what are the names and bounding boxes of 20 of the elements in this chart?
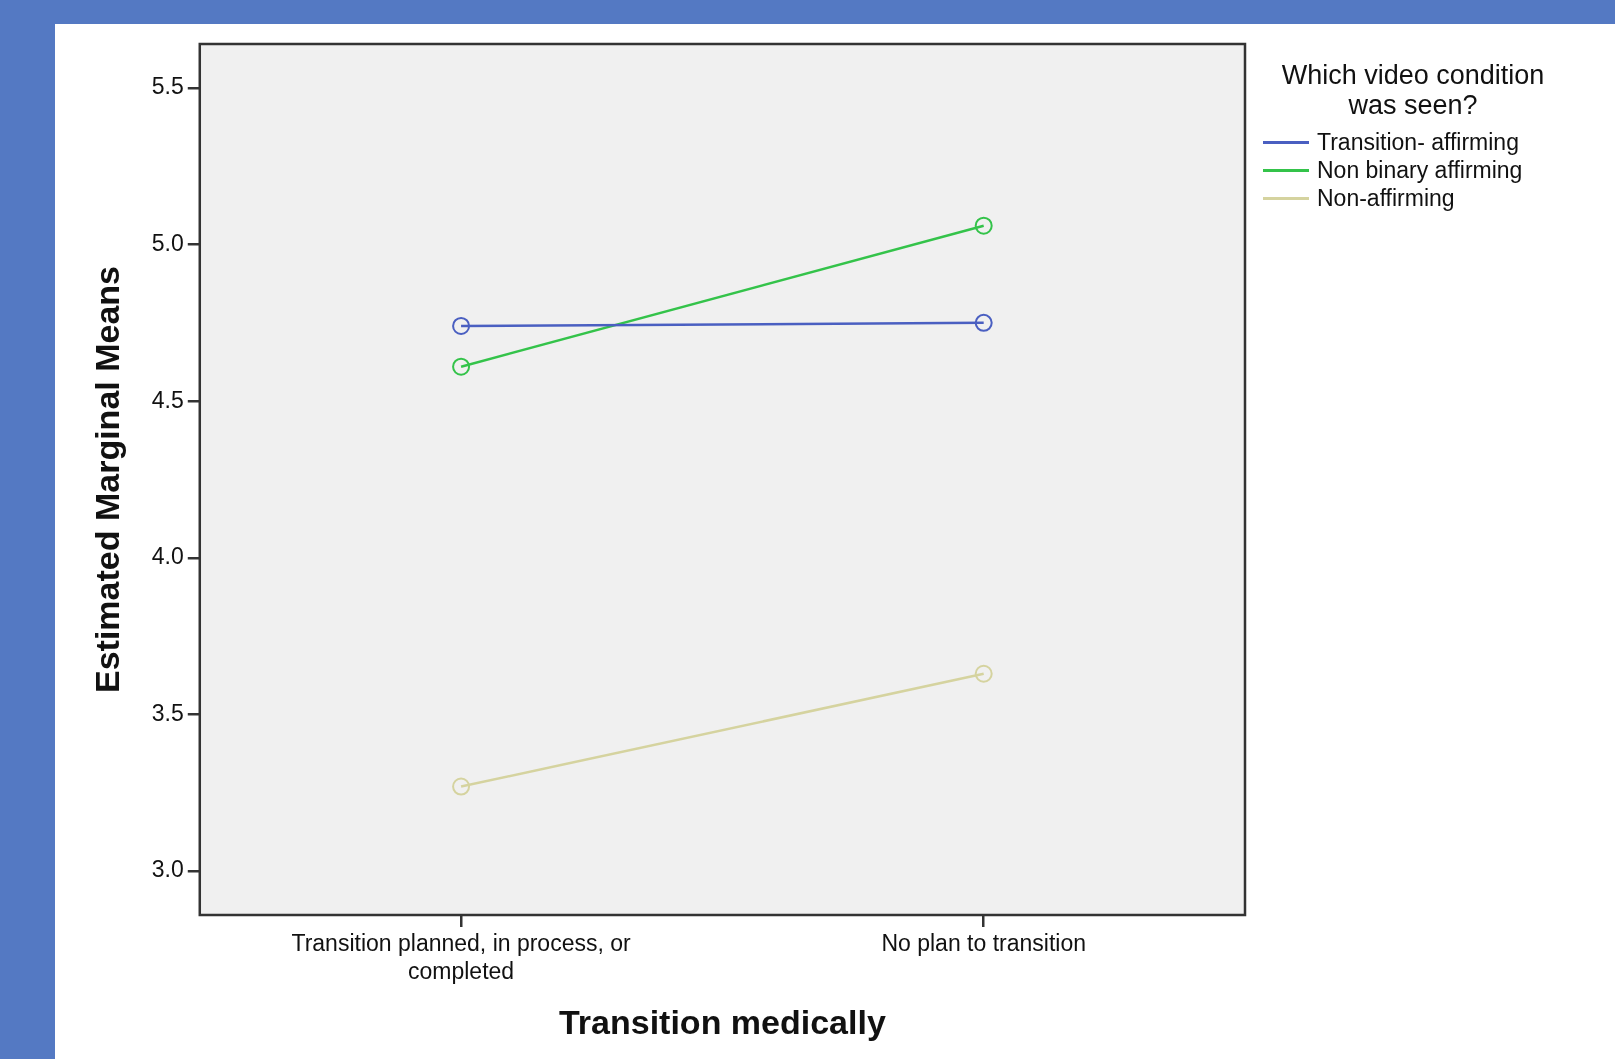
- y-tick-label: 3.0: [151, 856, 184, 883]
- point: [452, 357, 471, 376]
- point: [452, 316, 471, 335]
- legend-title: Which video condition was seen?: [1280, 60, 1546, 120]
- point: [974, 664, 993, 683]
- y-axis-title: Estimated Marginal Means: [87, 265, 126, 694]
- x-tick-label: No plan to transition: [881, 930, 1086, 957]
- y-tick-label: 3.5: [151, 699, 184, 726]
- x-tick-label: Transition planned, in process, or completed: [291, 930, 632, 984]
- point: [452, 777, 471, 796]
- legend-label: Non-affirming: [1317, 184, 1455, 212]
- y-tick-label: 4.0: [151, 543, 184, 570]
- x-axis-title: Transition medically: [558, 1002, 886, 1041]
- legend-label: Transition- affirming: [1317, 128, 1519, 156]
- point: [974, 216, 993, 235]
- y-tick-label: 5.0: [151, 229, 184, 256]
- legend-label: Non binary affirming: [1317, 156, 1523, 184]
- y-tick-label: 4.5: [151, 386, 184, 413]
- point: [974, 313, 993, 332]
- y-tick-label: 5.5: [151, 73, 184, 100]
